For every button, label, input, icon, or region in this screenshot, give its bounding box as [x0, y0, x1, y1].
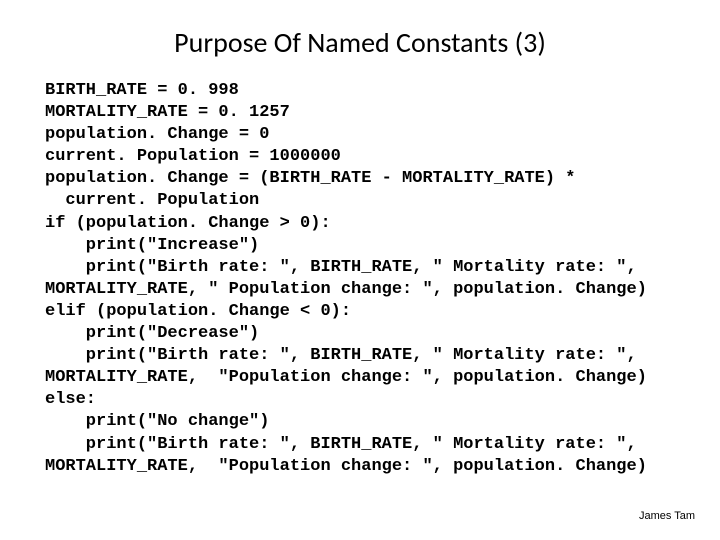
code-line: if (population. Change > 0): — [45, 214, 331, 233]
code-line: MORTALITY_RATE, " Population change: ", … — [45, 280, 647, 299]
code-line: MORTALITY_RATE, "Population change: ", p… — [45, 368, 647, 387]
code-line: MORTALITY_RATE = 0. 1257 — [45, 103, 290, 122]
code-block: BIRTH_RATE = 0. 998 MORTALITY_RATE = 0. … — [0, 80, 720, 478]
code-line: population. Change = (BIRTH_RATE - MORTA… — [45, 169, 576, 188]
code-line: current. Population — [45, 191, 259, 210]
code-line: print("Decrease") — [45, 324, 259, 343]
code-line: MORTALITY_RATE, "Population change: ", p… — [45, 457, 647, 476]
code-line: else: — [45, 390, 96, 409]
code-line: elif (population. Change < 0): — [45, 302, 351, 321]
code-line: BIRTH_RATE = 0. 998 — [45, 81, 239, 100]
slide-title: Purpose Of Named Constants (3) — [0, 0, 720, 80]
code-line: print("Birth rate: ", BIRTH_RATE, " Mort… — [45, 258, 637, 277]
footer-author: James Tam — [639, 510, 695, 522]
code-line: print("No change") — [45, 412, 269, 431]
code-line: print("Birth rate: ", BIRTH_RATE, " Mort… — [45, 435, 637, 454]
code-line: print("Birth rate: ", BIRTH_RATE, " Mort… — [45, 346, 637, 365]
code-line: print("Increase") — [45, 236, 259, 255]
code-line: current. Population = 1000000 — [45, 147, 341, 166]
code-line: population. Change = 0 — [45, 125, 269, 144]
